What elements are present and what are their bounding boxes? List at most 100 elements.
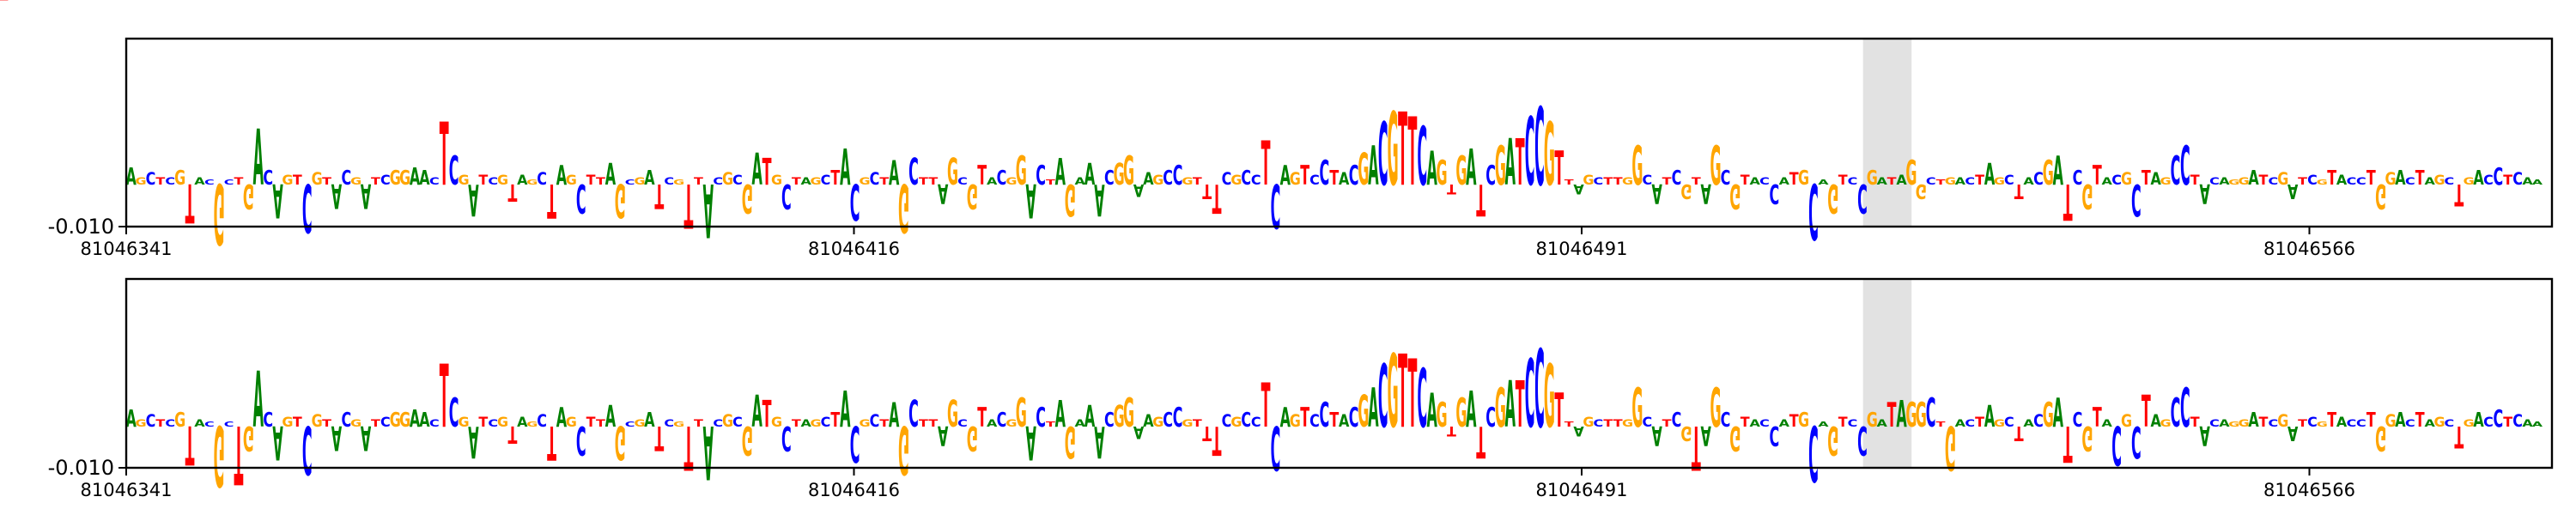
- logo-letter-C: C: [2033, 412, 2044, 432]
- logo-letter-C: C: [302, 410, 313, 488]
- logo-letter-T: T: [1692, 412, 1701, 482]
- logo-letter-A: A: [1955, 176, 1966, 187]
- logo-letter-C: C: [1320, 154, 1330, 194]
- logo-letter-C: C: [2483, 414, 2494, 430]
- logo-letter-T: T: [1936, 179, 1946, 186]
- logo-letter-G: G: [947, 392, 958, 435]
- logo-letter-G: G: [1710, 377, 1722, 439]
- logo-letter-C: C: [1848, 176, 1858, 187]
- logo-letter-G: G: [566, 414, 577, 430]
- logo-letter-G: G: [2228, 421, 2239, 428]
- logo-letter-A: A: [2219, 176, 2230, 187]
- logo-letter-A: A: [1749, 418, 1760, 429]
- logo-letter-C: C: [1173, 160, 1183, 191]
- logo-letter-C: C: [2171, 149, 2181, 196]
- logo-letter-C: C: [1417, 111, 1427, 204]
- logo-letter-T: T: [293, 414, 302, 430]
- logo-letter-A: A: [1143, 170, 1154, 190]
- logo-letter-A: A: [361, 418, 371, 457]
- logo-letter-A: A: [1143, 412, 1154, 432]
- logo-letter-C: C: [732, 414, 743, 430]
- logo-letter-T: T: [1193, 176, 1202, 187]
- logo-letter-C: C: [1309, 172, 1320, 188]
- logo-letter-C: C: [146, 412, 156, 432]
- logo-letter-A: A: [2522, 418, 2533, 429]
- logo-letter-C: C: [1251, 414, 1261, 430]
- logo-letter-G: G: [1798, 408, 1809, 432]
- logo-letter-A: A: [605, 158, 616, 192]
- logo-letter-G: G: [2228, 179, 2239, 186]
- logo-letter-T: T: [2415, 166, 2425, 190]
- logo-letter-T: T: [1476, 416, 1485, 467]
- logo-letter-G: G: [1230, 414, 1242, 430]
- logo-letter-C: C: [1378, 348, 1388, 448]
- logo-letter-T: T: [1300, 402, 1309, 433]
- logo-letter-C: C: [449, 391, 459, 438]
- logo-letter-A: A: [2199, 420, 2210, 451]
- logo-letter-C: C: [908, 150, 919, 193]
- logo-letter-G: G: [1710, 135, 1722, 197]
- logo-letter-G: G: [1622, 176, 1633, 187]
- logo-letter-T: T: [1887, 176, 1897, 187]
- logo-letter-T: T: [1554, 142, 1564, 196]
- logo-letter-T: T: [1613, 176, 1623, 187]
- logo-letter-C: C: [1320, 397, 1330, 436]
- logo-letter-T: T: [2327, 408, 2336, 432]
- logo-letter-C: C: [429, 418, 440, 429]
- logo-letter-A: A: [1505, 125, 1516, 200]
- logo-letter-G: G: [947, 150, 958, 193]
- logo-letter-G: G: [2317, 421, 2328, 428]
- logo-letter-G: G: [1631, 135, 1643, 197]
- logo-letter-G: G: [2239, 176, 2250, 187]
- logo-letter-A: A: [1700, 420, 1711, 451]
- logo-letter-A: A: [605, 400, 616, 434]
- logo-letter-C: C: [997, 166, 1007, 190]
- logo-letter-T: T: [879, 418, 889, 429]
- logo-letter-A: A: [410, 164, 421, 191]
- logo-letter-T: T: [2093, 160, 2102, 191]
- logo-letter-T: T: [2454, 419, 2464, 453]
- logo-letter-C: C: [341, 408, 351, 432]
- logo-letter-G: G: [136, 418, 147, 429]
- x-tick-label: 81046566: [2263, 480, 2355, 500]
- logo-letter-C: C: [165, 176, 175, 187]
- logo-letter-G: G: [1114, 400, 1125, 434]
- logo-letter-G: G: [1230, 172, 1242, 188]
- logo-letter-T: T: [1603, 176, 1613, 187]
- logo-letter-T: T: [322, 418, 331, 429]
- logo-letter-A: A: [1368, 377, 1378, 439]
- logo-letter-A: A: [468, 416, 478, 467]
- logo-letter-T: T: [792, 176, 801, 187]
- logo-letter-A: A: [1700, 178, 1711, 209]
- logo-letter-T: T: [1202, 421, 1212, 445]
- logo-letter-C: C: [1378, 106, 1388, 206]
- logo-letter-T: T: [1975, 414, 1984, 430]
- logo-letter-C: C: [781, 176, 792, 215]
- x-tick-label: 81046341: [81, 239, 173, 259]
- logo-letter-C: C: [1036, 402, 1046, 433]
- logo-letter-A: A: [1368, 135, 1378, 197]
- logo-letter-G: G: [282, 414, 293, 430]
- logo-letter-C: C: [2111, 172, 2122, 188]
- logo-letter-T: T: [1516, 367, 1525, 442]
- logo-letter-T: T: [1613, 418, 1623, 429]
- logo-letter-A: A: [2424, 176, 2435, 187]
- x-tick-label: 81046341: [81, 480, 173, 500]
- logo-letter-A: A: [1084, 400, 1095, 434]
- logo-letter-G: G: [458, 172, 469, 188]
- logo-letter-A: A: [2522, 176, 2533, 187]
- logo-letter-G: G: [1182, 418, 1193, 429]
- logo-letter-T: T: [547, 173, 556, 226]
- logo-letter-C: C: [2512, 170, 2523, 190]
- logo-letter-G: G: [1152, 172, 1163, 188]
- logo-letter-G: G: [1123, 149, 1134, 196]
- logo-letter-C: C: [1241, 408, 1251, 432]
- logo-letter-G: G: [390, 166, 401, 190]
- logo-letter-G: G: [1544, 348, 1555, 448]
- logo-letter-A: A: [1877, 418, 1888, 429]
- logo-letter-T: T: [1261, 371, 1271, 440]
- logo-letter-C: C: [713, 176, 723, 187]
- logo-letter-A: A: [2102, 176, 2113, 187]
- logo-letter-T: T: [1554, 385, 1564, 438]
